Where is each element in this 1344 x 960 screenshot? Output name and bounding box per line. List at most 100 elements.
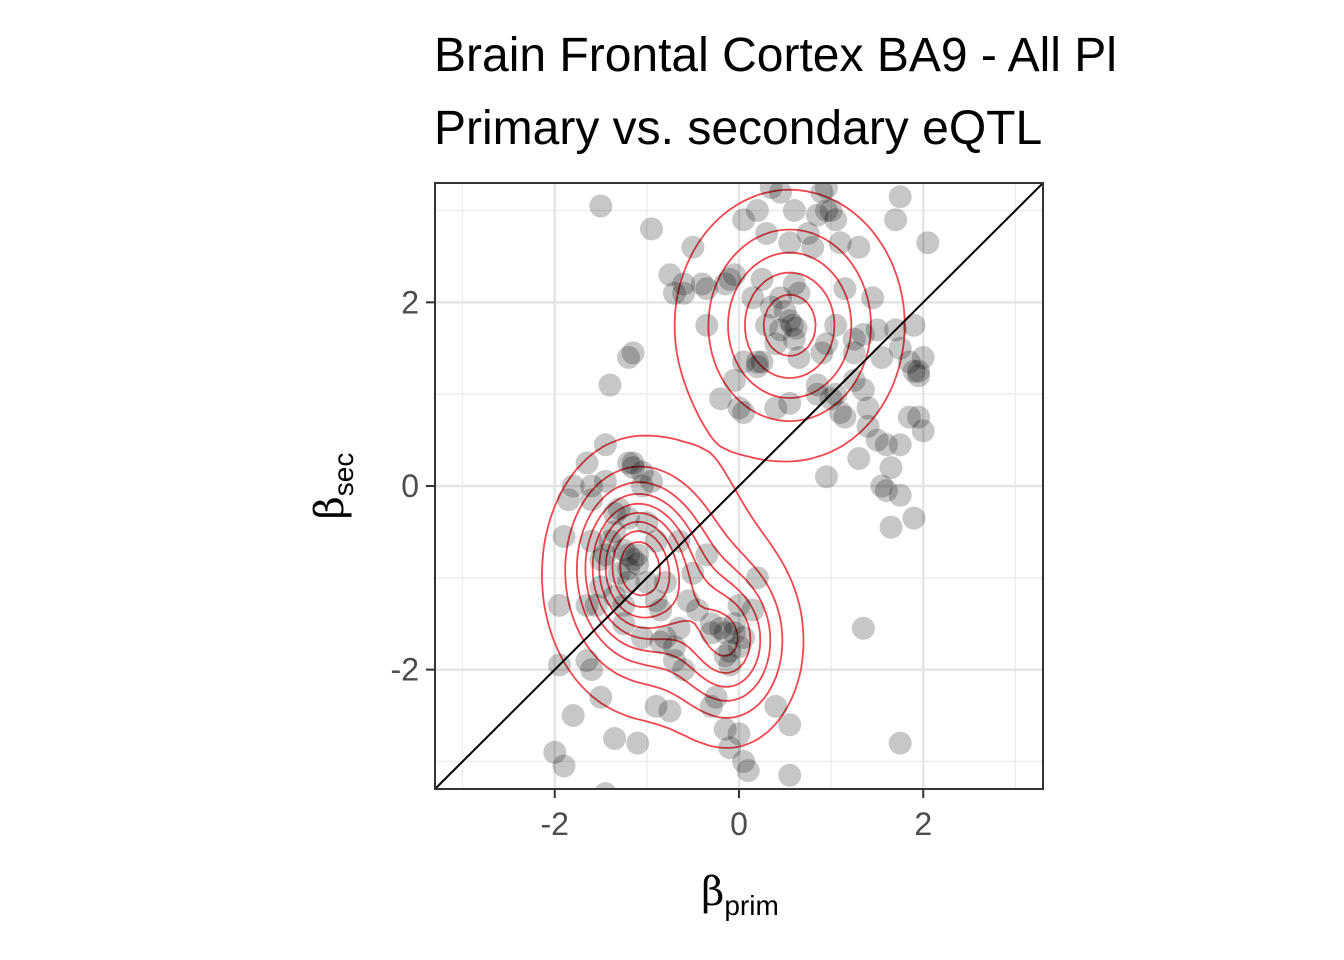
- data-point: [713, 621, 737, 645]
- density-contour: [591, 293, 817, 674]
- data-point: [745, 350, 769, 374]
- data-point: [861, 286, 885, 310]
- data-point: [879, 456, 903, 480]
- data-point: [617, 506, 640, 530]
- data-point: [874, 479, 898, 503]
- data-point: [778, 763, 802, 787]
- data-point: [819, 199, 843, 222]
- data-point: [851, 616, 875, 640]
- data-point: [603, 520, 627, 544]
- data-point: [824, 313, 848, 337]
- data-point: [649, 598, 673, 622]
- data-point: [897, 405, 921, 429]
- data-point: [787, 346, 811, 369]
- data-point: [580, 488, 604, 512]
- density-contour: [576, 251, 853, 702]
- data-point: [603, 502, 627, 525]
- data-point: [782, 199, 806, 222]
- data-point: [732, 626, 756, 649]
- chart-title: Brain Frontal Cortex BA9 - All Pl: [434, 29, 1117, 82]
- data-point: [755, 222, 779, 245]
- data-point: [699, 612, 723, 636]
- data-point: [575, 451, 599, 475]
- data-point: [824, 382, 848, 406]
- data-point: [828, 231, 852, 255]
- data-point: [722, 368, 746, 392]
- data-point: [663, 649, 686, 672]
- data-point: [552, 525, 576, 548]
- data-point: [589, 575, 613, 599]
- y-tick-label: 0: [401, 468, 419, 504]
- data-point: [607, 561, 631, 585]
- data-point: [732, 750, 756, 773]
- data-point: [630, 460, 654, 484]
- data-point: [621, 548, 645, 571]
- data-point: [612, 612, 636, 636]
- data-point: [727, 396, 751, 420]
- y-axis-title: βsec: [307, 453, 359, 520]
- data-point: [617, 570, 640, 594]
- data-point: [593, 469, 617, 493]
- data-point: [773, 300, 797, 323]
- data-point: [888, 731, 912, 755]
- data-point: [810, 341, 834, 365]
- data-point: [782, 272, 806, 296]
- data-point: [699, 694, 723, 718]
- data-point: [732, 350, 756, 374]
- data-point: [690, 272, 714, 296]
- data-point: [815, 183, 838, 200]
- data-point: [575, 593, 599, 617]
- data-point: [784, 316, 808, 340]
- data-point: [874, 433, 898, 457]
- density-contour: [564, 228, 872, 719]
- data-point: [842, 327, 866, 351]
- data-point: [672, 272, 696, 296]
- data-point: [815, 199, 838, 222]
- data-point: [819, 387, 843, 411]
- data-point: [907, 364, 931, 388]
- data-point: [626, 731, 650, 755]
- data-point: [888, 336, 912, 360]
- data-point: [732, 401, 756, 424]
- data-point: [580, 529, 604, 553]
- data-point: [750, 267, 774, 291]
- data-point: [713, 272, 737, 296]
- y-tick-label: 2: [401, 284, 419, 320]
- data-point: [856, 396, 880, 420]
- data-point: [755, 313, 779, 337]
- density-contour: [598, 512, 739, 657]
- x-tick-label: -2: [541, 806, 569, 842]
- data-point: [884, 208, 908, 232]
- data-point: [888, 185, 912, 209]
- data-point: [653, 626, 677, 649]
- data-point: [787, 281, 811, 305]
- data-point: [769, 286, 792, 310]
- x-axis-title: βprim: [701, 869, 779, 921]
- data-point: [745, 566, 769, 590]
- data-point: [865, 428, 889, 452]
- data-point: [778, 713, 802, 737]
- data-point: [580, 474, 604, 498]
- data-point: [561, 704, 585, 727]
- data-point: [640, 217, 663, 241]
- data-point: [547, 593, 571, 617]
- data-point: [621, 341, 645, 365]
- data-point: [584, 593, 608, 617]
- data-point: [727, 722, 751, 746]
- data-point: [617, 346, 640, 369]
- data-point: [695, 277, 719, 301]
- data-point: [722, 263, 746, 287]
- data-point: [847, 235, 871, 259]
- y-axis-symbol: β: [307, 496, 353, 519]
- identity-line: [434, 182, 1044, 790]
- data-point: [902, 313, 926, 337]
- data-point: [644, 694, 668, 718]
- data-point: [833, 405, 857, 429]
- data-point: [833, 277, 857, 301]
- data-point: [709, 616, 733, 640]
- data-point: [603, 727, 627, 750]
- data-point: [713, 717, 737, 741]
- chart-subtitle: Primary vs. secondary eQTL: [434, 102, 1042, 155]
- y-tick-label: -2: [391, 652, 419, 688]
- data-point: [801, 235, 825, 259]
